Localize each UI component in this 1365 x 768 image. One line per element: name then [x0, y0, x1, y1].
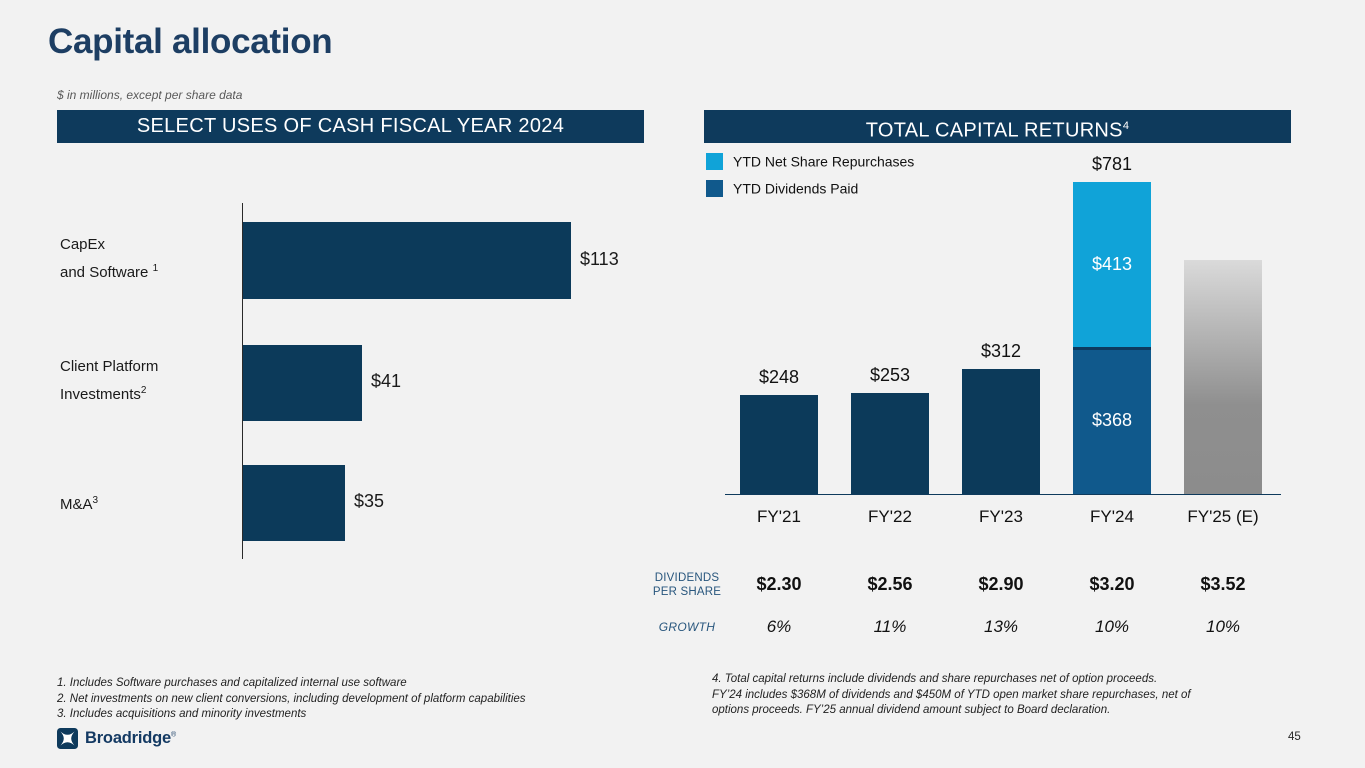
dps-value: $3.20: [1089, 574, 1135, 594]
broadridge-logo-icon: [57, 728, 78, 749]
bar-client-platform: [243, 345, 362, 421]
growth-value: 13%: [983, 617, 1019, 636]
legend-item-repurchases: YTD Net Share Repurchases: [706, 152, 915, 170]
growth-value: 11%: [873, 617, 907, 636]
dividends-per-share-row-label: DIVIDENDS PER SHARE: [652, 572, 722, 598]
page-number: 45: [1288, 731, 1301, 743]
footnotes-right: 4. Total capital returns include dividen…: [712, 672, 1297, 719]
legend-label: YTD Dividends Paid: [733, 180, 859, 197]
footnote-4-line3: options proceeds. FY’25 annual dividend …: [712, 704, 1111, 716]
x-label-fy25: FY'25 (E): [1187, 507, 1259, 526]
footnote-3: 3. Includes acquisitions and minority in…: [57, 708, 307, 720]
broadridge-logo-text: Broadridge: [85, 729, 172, 747]
registered-mark: ®: [171, 731, 177, 739]
growth-value: 10%: [1094, 617, 1130, 636]
footnote-marker-2: 2: [140, 385, 147, 396]
total-label-fy22: $253: [869, 365, 911, 385]
bar-capex-software: [243, 222, 571, 299]
right-panel-header-text: TOTAL CAPITAL RETURNS: [865, 119, 1123, 142]
page-title: Capital allocation: [48, 22, 333, 61]
growth-value: 6%: [766, 617, 792, 636]
dividends-swatch-icon: [706, 179, 723, 197]
bar-ma: [243, 465, 345, 541]
growth-row-label: GROWTH: [658, 620, 716, 634]
bar-fy22-dividends: [851, 393, 929, 494]
footnote-marker-4: 4: [1122, 120, 1130, 132]
dps-value: $2.56: [867, 574, 913, 594]
bar-value-label: $35: [354, 491, 385, 511]
legend-item-dividends: YTD Dividends Paid: [706, 179, 859, 197]
total-label-fy21: $248: [758, 367, 800, 387]
total-label-fy24: $781: [1091, 154, 1133, 174]
x-label-fy23: FY'23: [979, 507, 1023, 526]
x-axis-line: [725, 494, 1281, 495]
footnotes-left: 1. Includes Software purchases and capit…: [57, 676, 657, 723]
fy24-dividends-value: $368: [1091, 409, 1133, 430]
x-label-fy24: FY'24: [1090, 507, 1134, 526]
category-label-client-platform: Client Platform Investments2: [60, 358, 159, 403]
bar-fy24-dividends: [1073, 347, 1151, 494]
total-label-fy23: $312: [980, 341, 1022, 361]
broadridge-logo: Broadridge®: [57, 728, 176, 750]
footnote-1: 1. Includes Software purchases and capit…: [57, 677, 407, 689]
units-note: $ in millions, except per share data: [57, 88, 243, 102]
x-label-fy22: FY'22: [868, 507, 912, 526]
dps-value: $3.52: [1200, 574, 1246, 594]
growth-value: 10%: [1205, 617, 1241, 636]
bar-fy23-dividends: [962, 369, 1040, 494]
bar-value-label: $41: [371, 371, 402, 391]
fy24-repurchases-value: $413: [1091, 253, 1133, 274]
footnote-4-line1: 4. Total capital returns include dividen…: [712, 673, 1158, 685]
right-panel-header: TOTAL CAPITAL RETURNS4: [704, 110, 1291, 143]
footnote-marker-1: 1: [152, 263, 159, 274]
category-label-ma: M&A3: [60, 495, 99, 513]
y-axis-line: [242, 203, 243, 559]
dps-value: $2.90: [978, 574, 1024, 594]
bar-value-label: $113: [580, 249, 619, 269]
bar-fy25-estimate: [1184, 260, 1262, 494]
legend-label: YTD Net Share Repurchases: [733, 153, 915, 170]
footnote-2: 2. Net investments on new client convers…: [57, 692, 526, 705]
left-panel-header: SELECT USES OF CASH FISCAL YEAR 2024: [57, 110, 644, 143]
x-label-fy21: FY'21: [757, 507, 801, 526]
repurchases-swatch-icon: [706, 152, 723, 170]
bar-fy21-dividends: [740, 395, 818, 494]
footnote-4-line2: FY’24 includes $368M of dividends and $4…: [712, 688, 1191, 701]
category-label-capex: CapEx and Software 1: [60, 236, 159, 281]
footnote-marker-3: 3: [92, 495, 99, 506]
dps-value: $2.30: [756, 574, 802, 594]
bar-fy24-repurchases: [1073, 182, 1151, 347]
